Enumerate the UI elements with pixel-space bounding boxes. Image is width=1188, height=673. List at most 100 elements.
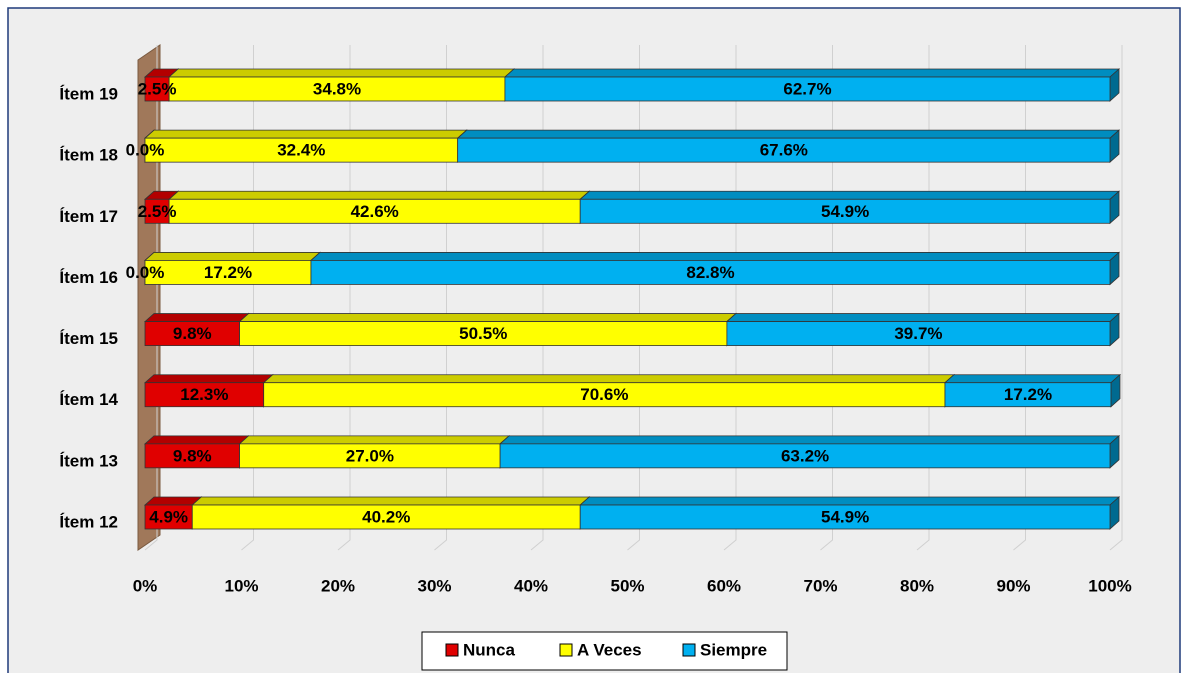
bar-segment [579, 496, 1121, 530]
y-tick-label: Ítem 17 [59, 207, 118, 226]
data-label: 27.0% [346, 446, 394, 465]
bar-front [504, 76, 1111, 102]
bar-top [143, 496, 203, 506]
data-label: 54.9% [821, 202, 869, 221]
x-tick-label: 50% [610, 576, 644, 595]
bar-front [499, 443, 1111, 469]
data-label: 32.4% [277, 141, 325, 160]
bar-segment [725, 312, 1121, 347]
bar-front [144, 76, 170, 102]
x-tick-label: 40% [514, 576, 548, 595]
bar-segment [503, 68, 1121, 102]
bar-top [143, 313, 250, 322]
data-label: 9.8% [173, 446, 212, 465]
bar-front [944, 382, 1112, 408]
data-label: 17.2% [1004, 385, 1052, 404]
legend-swatch [445, 643, 459, 657]
bar-top [168, 190, 591, 200]
bar-top [143, 252, 322, 261]
y-tick-label: Ítem 13 [59, 451, 118, 470]
bar-front [579, 198, 1111, 224]
data-label: 39.7% [894, 324, 942, 343]
bar-top [503, 68, 1121, 78]
bar-front [263, 382, 946, 408]
data-label: 67.6% [760, 141, 808, 160]
bar-front [239, 443, 501, 469]
bar-segment [943, 373, 1122, 408]
bar-top [238, 313, 737, 322]
data-label: 42.6% [351, 202, 399, 221]
y-tick-label: Ítem 19 [59, 84, 118, 103]
bar-segment [579, 190, 1121, 225]
x-tick-label: 0% [133, 576, 158, 595]
bar-segment [456, 129, 1121, 164]
bar-top [943, 374, 1122, 384]
x-tick-label: 10% [224, 576, 258, 595]
bar-top [143, 374, 274, 384]
axis-wall [137, 44, 161, 551]
bar-front [144, 137, 459, 163]
x-tick-label: 80% [900, 576, 934, 595]
data-label: 40.2% [362, 507, 410, 526]
x-tick-label: 70% [803, 576, 837, 595]
legend-swatch [682, 643, 696, 657]
bar-segment [309, 251, 1121, 286]
bar-top [725, 313, 1121, 322]
x-tick-label: 20% [321, 576, 355, 595]
bar-top [309, 252, 1121, 261]
data-label: 9.8% [173, 324, 212, 343]
bar-top [499, 435, 1121, 445]
bar-segment [143, 373, 274, 408]
bar-top [143, 129, 468, 139]
bar-front [457, 137, 1111, 163]
bar-segment [143, 129, 468, 164]
data-label: 4.9% [149, 507, 188, 526]
data-label: 2.5% [138, 79, 177, 98]
legend-label: Siempre [700, 640, 767, 659]
grid-line [1109, 45, 1123, 551]
bar-top [456, 129, 1121, 139]
bar-front [310, 260, 1111, 285]
data-label: 12.3% [180, 385, 228, 404]
data-label: 0.0% [126, 263, 165, 282]
bar-front [144, 504, 193, 530]
legend-label: A Veces [577, 640, 642, 659]
data-label: 34.8% [313, 79, 361, 98]
data-label: 70.6% [580, 385, 628, 404]
x-tick-label: 60% [707, 576, 741, 595]
y-tick-label: Ítem 15 [59, 329, 118, 348]
bar-front [144, 382, 265, 408]
y-tick-label: Ítem 14 [59, 390, 118, 409]
bar-front [168, 198, 581, 224]
data-label: 82.8% [686, 263, 734, 282]
bar-segment [499, 434, 1121, 469]
bar-top [579, 496, 1121, 506]
legend-swatch [559, 643, 573, 657]
bar-front [579, 504, 1111, 530]
y-tick-label: Ítem 16 [59, 268, 118, 287]
bar-front [144, 443, 240, 469]
data-label: 17.2% [204, 263, 252, 282]
data-label: 0.0% [126, 141, 165, 160]
x-tick-label: 30% [417, 576, 451, 595]
y-tick-label: Ítem 18 [59, 146, 118, 165]
bar-top [143, 435, 250, 445]
bar-top [168, 68, 515, 78]
legend-box [421, 631, 788, 671]
bar-top [238, 435, 511, 445]
y-tick-label: Ítem 12 [59, 512, 118, 531]
data-label: 63.2% [781, 446, 829, 465]
data-label: 62.7% [783, 79, 831, 98]
legend-label: Nunca [463, 640, 516, 659]
bar-top [262, 374, 956, 384]
x-tick-label: 100% [1088, 576, 1131, 595]
bar-segment [168, 190, 591, 225]
bar-top [579, 190, 1121, 200]
data-label: 50.5% [459, 324, 507, 343]
x-tick-label: 90% [996, 576, 1030, 595]
bar-front [191, 504, 581, 530]
data-label: 54.9% [821, 507, 869, 526]
bar-top [191, 496, 591, 506]
bar-front [726, 321, 1111, 346]
